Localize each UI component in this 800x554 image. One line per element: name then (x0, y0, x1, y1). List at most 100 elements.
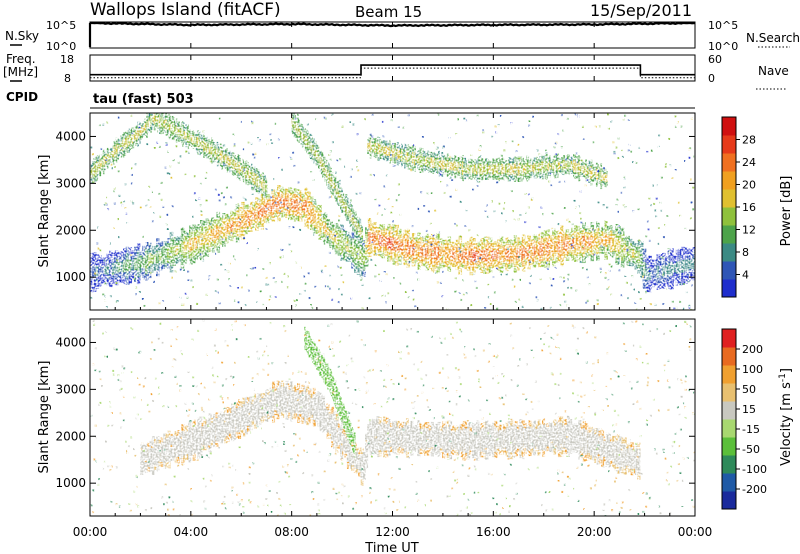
power-noise-cell (209, 160, 212, 163)
velocity-noise-cell (412, 406, 415, 409)
power-noise-cell (465, 119, 468, 122)
power-noise-cell (539, 278, 542, 281)
velocity-colorbar-tick-label: 100 (742, 363, 763, 376)
velocity-noise-cell (489, 434, 491, 437)
power-echo-cell (538, 162, 541, 173)
velocity-noise-cell (318, 339, 321, 342)
velocity-noise-cell (369, 421, 372, 424)
power-echo-cell (577, 163, 580, 172)
velocity-noise-cell (203, 386, 206, 389)
velocity-noise-cell (262, 354, 265, 357)
power-noise-cell (623, 175, 626, 178)
velocity-noise-cell (231, 324, 233, 327)
power-echo-cell (382, 145, 385, 156)
power-echo-cell (562, 161, 564, 170)
power-noise-cell (267, 283, 270, 286)
power-noise-cell (333, 188, 336, 191)
power-noise-cell (230, 232, 233, 235)
velocity-noise-cell (464, 346, 466, 349)
velocity-noise-cell (128, 503, 131, 505)
power-noise-cell (434, 209, 437, 212)
power-echo-cell (150, 254, 155, 264)
power-echo-cell (530, 164, 533, 172)
power-echo-cell (596, 234, 600, 248)
velocity-noise-cell (676, 406, 679, 409)
velocity-noise-cell (224, 340, 227, 343)
power-noise-cell (549, 172, 552, 175)
power-noise-cell (105, 203, 108, 206)
velocity-noise-cell (276, 514, 279, 516)
velocity-noise-cell (144, 377, 147, 380)
velocity-noise-cell (181, 463, 184, 466)
velocity-noise-cell (208, 398, 211, 401)
power-noise-cell (356, 166, 359, 169)
power-echo-cell (520, 162, 523, 176)
velocity-echo-cell (240, 412, 244, 424)
power-noise-cell (459, 200, 462, 203)
power-noise-cell (591, 253, 594, 256)
power-noise-cell (141, 298, 144, 300)
velocity-echo-cell (283, 395, 287, 405)
velocity-noise-cell (415, 492, 418, 495)
power-noise-cell (218, 199, 221, 202)
power-echo-cell (640, 253, 644, 267)
velocity-noise-cell (455, 321, 458, 324)
power-echo-cell (161, 250, 166, 260)
velocity-noise-cell (225, 378, 228, 381)
velocity-noise-cell (295, 433, 297, 436)
velocity-echo-cell (478, 435, 482, 446)
power-echo-cell (477, 250, 482, 261)
power-noise-cell (381, 120, 384, 123)
power-noise-cell (193, 175, 196, 178)
power-noise-cell (200, 214, 203, 216)
velocity-noise-cell (639, 435, 642, 438)
velocity-noise-cell (693, 451, 695, 454)
velocity-noise-cell (601, 409, 604, 411)
velocity-noise-cell (300, 420, 303, 423)
power-noise-cell (607, 285, 610, 288)
power-noise-cell (455, 188, 458, 191)
power-noise-cell (607, 113, 610, 116)
velocity-noise-cell (404, 388, 407, 391)
velocity-echo-cell (446, 433, 450, 447)
power-noise-cell (223, 238, 226, 241)
velocity-noise-cell (420, 377, 423, 380)
power-echo-cell (532, 163, 535, 173)
velocity-echo-cell (344, 441, 348, 450)
power-noise-cell (144, 252, 147, 255)
power-echo-cell (312, 210, 317, 222)
velocity-noise-cell (467, 399, 470, 402)
power-noise-cell (499, 115, 502, 117)
power-noise-cell (253, 156, 256, 159)
velocity-noise-cell (341, 483, 344, 486)
power-noise-cell (290, 157, 293, 160)
velocity-noise-cell (369, 487, 372, 490)
power-noise-cell (449, 176, 452, 179)
power-noise-cell (324, 285, 327, 288)
velocity-echo-cell (505, 433, 509, 446)
power-noise-cell (298, 193, 300, 196)
velocity-noise-cell (232, 376, 235, 379)
power-echo-cell (475, 165, 477, 173)
velocity-echo-cell (437, 433, 441, 446)
power-echo-cell (422, 156, 425, 165)
velocity-echo-cell (417, 432, 421, 445)
velocity-noise-cell (174, 375, 177, 378)
velocity-noise-cell (332, 354, 335, 357)
velocity-noise-cell (557, 480, 560, 482)
power-echo-cell (497, 163, 500, 176)
velocity-noise-cell (351, 401, 354, 404)
power-noise-cell (521, 305, 524, 308)
power-echo-cell (609, 236, 614, 247)
power-echo-cell (580, 166, 583, 172)
power-echo-cell (285, 198, 289, 209)
power-noise-cell (566, 218, 569, 221)
velocity-noise-cell (399, 357, 402, 360)
power-noise-cell (438, 231, 441, 234)
power-echo-cell (516, 166, 519, 173)
power-noise-cell (250, 142, 253, 145)
power-noise-cell (494, 125, 497, 128)
power-colorbar-tick-label: 28 (742, 134, 756, 147)
power-noise-cell (339, 266, 342, 269)
power-echo-cell (549, 243, 553, 253)
